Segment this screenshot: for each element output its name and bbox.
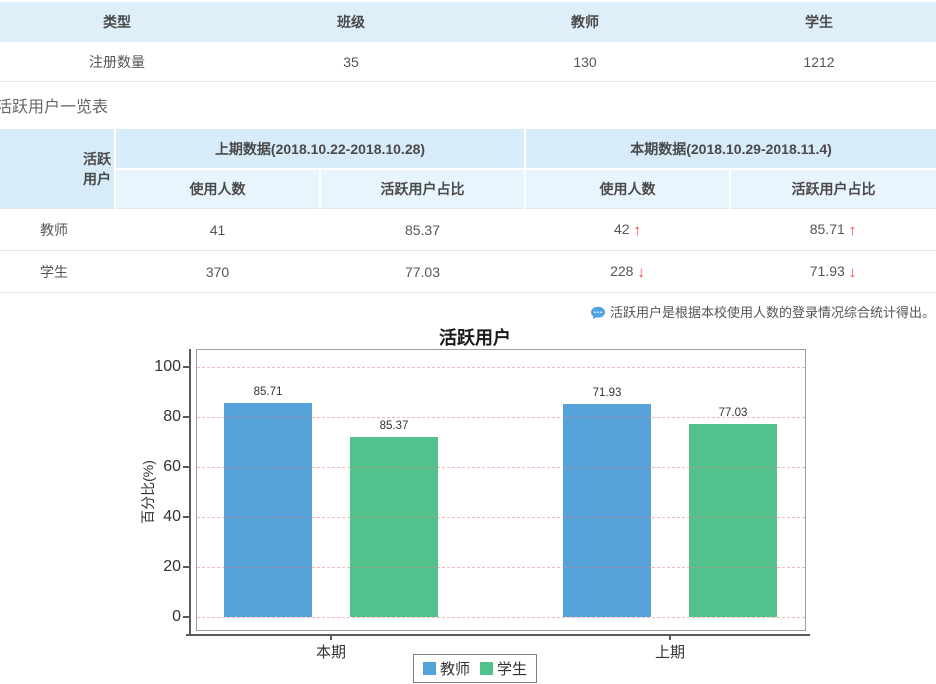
y-tick-label: 40	[163, 508, 181, 525]
row-label-teacher: 教师	[0, 208, 115, 251]
gridline-100	[197, 367, 805, 368]
x-category-label-本期: 本期	[315, 644, 346, 661]
cur-period-header: 本期数据(2018.10.29-2018.11.4)	[523, 129, 936, 169]
bar-value-label: 77.03	[718, 407, 748, 419]
sub-header-cur-active-ratio: 活跃用户占比	[728, 168, 936, 209]
legend-label: 教师	[439, 661, 470, 678]
y-axis-tick	[183, 366, 189, 368]
bar-value-label: 71.93	[592, 387, 622, 399]
legend-label: 学生	[497, 661, 528, 678]
trend-down-arrow-icon: ↓	[637, 263, 645, 281]
y-axis-tick	[183, 616, 189, 618]
row-label-student: 学生	[0, 250, 115, 293]
active-users-period-header-row: 活跃用户 上期数据(2018.10.22-2018.10.28) 本期数据(20…	[0, 129, 936, 209]
gridline-60	[197, 467, 805, 468]
teacher-cur-count-value: 42	[613, 220, 630, 237]
gridline-20	[197, 567, 805, 568]
x-axis-line	[186, 634, 810, 636]
x-axis-tick	[669, 636, 671, 640]
registration-table: 类型 班级 教师 学生 注册数量 35 130 1212	[0, 2, 936, 82]
x-category-label-上期: 上期	[654, 644, 685, 661]
trend-up-arrow-icon: ↑	[633, 221, 642, 239]
active-users-table: 活跃用户 上期数据(2018.10.22-2018.10.28) 本期数据(20…	[0, 129, 936, 293]
teacher-cur-count: 42 ↑	[525, 208, 730, 251]
y-axis-tick	[183, 566, 189, 568]
chat-bubble-icon	[590, 306, 605, 320]
bar-学生-上期	[689, 424, 777, 617]
chart-title: 活跃用户	[439, 328, 511, 348]
registered-teacher-count: 130	[468, 42, 702, 82]
sub-header-prev-user-count: 使用人数	[114, 168, 320, 209]
teacher-cur-ratio: 85.71 ↑	[730, 208, 936, 251]
trend-up-arrow-icon: ↑	[848, 221, 857, 239]
gridline-40	[197, 517, 805, 518]
y-tick-label: 80	[163, 408, 181, 425]
chart-legend: 教师 学生	[170, 654, 780, 683]
col-header-type: 类型	[0, 2, 234, 42]
student-cur-count: 228 ↓	[525, 250, 730, 293]
x-axis-tick	[330, 636, 332, 640]
bar-学生-本期	[350, 437, 438, 617]
bar-value-label: 85.37	[379, 420, 409, 432]
active-users-sub-header-row: 使用人数 活跃用户占比 使用人数 活跃用户占比	[0, 168, 936, 209]
col-header-class: 班级	[234, 2, 468, 42]
legend-item-教师: 教师	[422, 658, 470, 679]
sub-header-cur-user-count: 使用人数	[524, 168, 730, 209]
teacher-cur-ratio-value: 85.71	[809, 220, 845, 237]
y-tick-label: 60	[163, 458, 181, 475]
student-prev-count: 370	[115, 250, 320, 293]
col-header-teacher: 教师	[468, 2, 702, 42]
y-axis-tick	[183, 416, 189, 418]
prev-period-header: 上期数据(2018.10.22-2018.10.28)	[114, 129, 525, 169]
trend-down-arrow-icon: ↓	[848, 263, 857, 281]
legend-item-学生: 学生	[480, 658, 527, 679]
y-tick-label: 0	[172, 608, 181, 625]
registration-data-row: 注册数量 35 130 1212	[0, 42, 936, 82]
gridline-0	[197, 617, 805, 618]
y-axis-tick	[183, 516, 189, 518]
student-cur-count-value: 228	[610, 262, 634, 279]
teacher-prev-ratio: 85.37	[320, 208, 525, 251]
corner-header-active-users: 活跃用户	[0, 129, 115, 209]
section-title-active-users: 活跃用户一览表	[0, 99, 109, 116]
table-row-teacher: 教师 41 85.37 42 ↑ 85.71 ↑	[0, 208, 936, 251]
registration-header-row: 类型 班级 教师 学生	[0, 2, 936, 42]
table-row-student: 学生 370 77.03 228 ↓ 71.93 ↓	[0, 250, 936, 293]
student-cur-ratio-value: 71.93	[809, 262, 845, 279]
gridline-80	[197, 417, 805, 418]
active-users-bar-chart: 活跃用户 百分比(%) 85.71 71.93 85.37 77.03 0 20 40 60 8…	[0, 323, 936, 684]
legend-swatch	[422, 662, 436, 675]
legend-swatch	[480, 662, 493, 675]
note-text: 活跃用户是根据本校使用人数的登录情况综合统计得出。	[609, 305, 935, 320]
student-cur-ratio: 71.93 ↓	[730, 250, 936, 293]
sub-header-prev-active-ratio: 活跃用户占比	[319, 168, 525, 209]
bar-value-label: 85.71	[253, 386, 283, 398]
row-label-registered-count: 注册数量	[0, 42, 234, 82]
y-axis-tick	[183, 466, 189, 468]
student-prev-ratio: 77.03	[320, 250, 525, 293]
note-line: 活跃用户是根据本校使用人数的登录情况综合统计得出。	[0, 303, 936, 323]
y-axis-line	[189, 349, 191, 635]
registered-class-count: 35	[234, 42, 468, 82]
legend-box: 教师 学生	[412, 654, 538, 683]
col-header-student: 学生	[702, 2, 936, 42]
teacher-prev-count: 41	[115, 208, 320, 251]
y-tick-label: 100	[154, 358, 181, 375]
bar-教师-上期	[563, 404, 651, 617]
y-tick-label: 20	[163, 558, 181, 575]
registered-student-count: 1212	[702, 42, 936, 82]
bar-教师-本期	[224, 403, 312, 617]
